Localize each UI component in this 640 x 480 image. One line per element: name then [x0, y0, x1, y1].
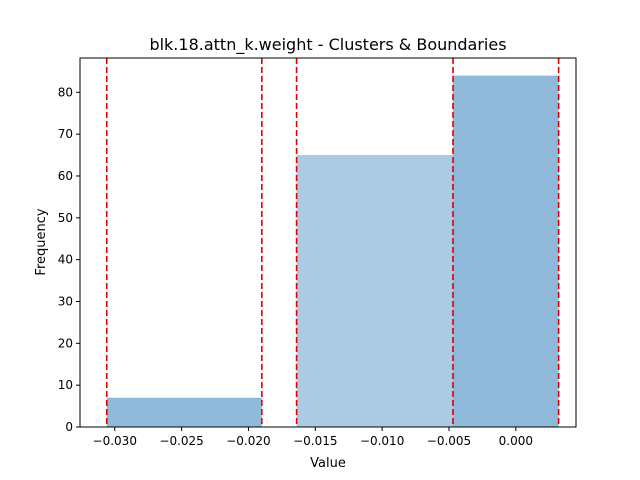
y-tick-label: 30 — [58, 294, 73, 308]
y-tick-label: 70 — [58, 127, 73, 141]
histogram-bar-1 — [106, 397, 262, 427]
bars-group — [106, 75, 559, 428]
plot-frame — [79, 57, 577, 428]
x-tick-label: −0.005 — [427, 434, 471, 448]
x-tick-label: −0.010 — [360, 434, 404, 448]
x-tick-label: −0.020 — [226, 434, 270, 448]
x-tick-label: −0.030 — [93, 434, 137, 448]
x-tick-label: 0.000 — [499, 434, 533, 448]
x-axis-label: Value — [310, 456, 346, 471]
y-tick-label: 0 — [65, 420, 73, 434]
y-tick-label: 10 — [58, 378, 73, 392]
y-tick-label: 80 — [58, 85, 73, 99]
y-axis-label: Frequency — [34, 208, 49, 275]
x-tick-label: −0.025 — [159, 434, 203, 448]
y-tick-label: 20 — [58, 336, 73, 350]
histogram-bar-3 — [453, 75, 559, 428]
x-tick-label: −0.015 — [293, 434, 337, 448]
x-axis-ticks: −0.030 −0.025 −0.020 −0.015 −0.010 −0.005 0.00… — [93, 427, 533, 448]
y-tick-label: 60 — [58, 169, 73, 183]
histogram-bar-2 — [296, 155, 454, 427]
chart-title: blk.18.attn_k.weight - Clusters & Bounda… — [149, 35, 506, 55]
boundaries-group — [105, 58, 560, 427]
y-tick-label: 40 — [58, 253, 73, 267]
y-tick-label: 50 — [58, 211, 73, 225]
y-axis-ticks: 0 10 20 30 40 50 60 70 80 — [58, 85, 80, 434]
